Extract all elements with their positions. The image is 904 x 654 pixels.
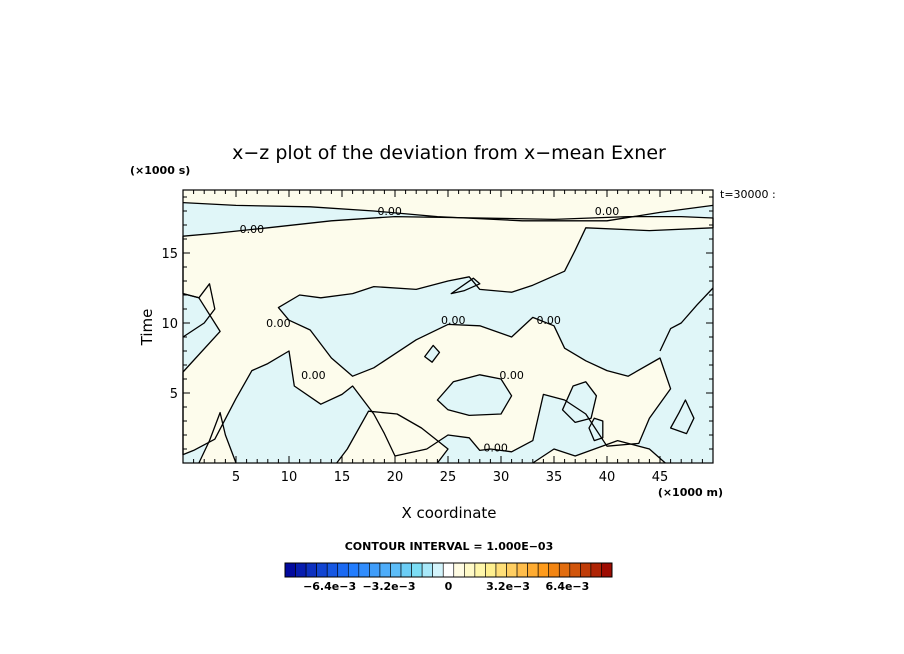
colorbar-cell (495, 562, 507, 578)
contour-lines (182, 201, 714, 464)
contour-label-7: 0.00 (499, 369, 524, 382)
colorbar-cell (569, 562, 581, 578)
contour-label-1: 0.00 (595, 205, 620, 218)
colorbar-cell (421, 562, 433, 578)
colorbar-tick-label: 3.2e−3 (486, 580, 530, 593)
contour-labels: 0.00 0.00 0.00 0.00 0.00 0.00 0.00 0.00 0.00 (240, 205, 620, 455)
y-tick-label: 15 (161, 247, 178, 262)
colorbar-cell (305, 562, 317, 578)
colorbar-cell (400, 562, 412, 578)
y-tick-label: 5 (170, 387, 178, 402)
chart-title: x−z plot of the deviation from x−mean Ex… (232, 142, 666, 164)
colorbar-cell (527, 562, 539, 578)
colorbar-tick-label: 6.4e−3 (545, 580, 589, 593)
region-neg-island-d (424, 345, 440, 363)
colorbar-cell (316, 562, 328, 578)
colorbar-cell (548, 562, 560, 578)
colorbar-cell (284, 562, 296, 578)
colorbar-cell (347, 562, 360, 578)
colorbar-tick-label: −6.4e−3 (303, 580, 356, 593)
colorbar-tick-label: −3.2e−3 (362, 580, 415, 593)
field-regions (183, 190, 713, 463)
contour-lower-mid (336, 410, 449, 464)
x-tick-label: 30 (493, 470, 510, 485)
colorbar-cell (580, 562, 592, 578)
region-upper-band (183, 190, 713, 221)
contour-island-a (436, 374, 513, 417)
colorbar-cell (558, 562, 571, 578)
region-island-bottom-right (532, 440, 666, 463)
colorbar-cell (474, 562, 486, 578)
contour-label-4: 0.00 (441, 314, 466, 327)
contour-label-6: 0.00 (301, 369, 326, 382)
colorbar-tick-label: 0 (445, 580, 453, 593)
colorbar-labels: −6.4e−3 −3.2e−3 0 3.2e−3 6.4e−3 (303, 580, 589, 593)
contour-label-3: 0.00 (266, 317, 291, 330)
x-tick-label: 25 (440, 470, 457, 485)
region-neg-island-g (451, 278, 480, 294)
contour-island-g (450, 277, 481, 295)
contour-label-2: 0.00 (240, 223, 265, 236)
plot-area: 0.00 0.00 0.00 0.00 0.00 0.00 0.00 0.00 0.00 (182, 189, 714, 464)
colorbar-cell (295, 562, 307, 578)
colorbar-cell (411, 562, 423, 578)
colorbar-cell (516, 562, 528, 578)
colorbar-cell (453, 562, 465, 578)
colorbar-cell (506, 562, 518, 578)
contour-bottom-right (532, 439, 666, 464)
colorbar-cell (442, 562, 455, 578)
colorbar-cell (358, 562, 370, 578)
y-unit-label: (×1000 s) (130, 164, 190, 177)
region-neg-island-a (437, 374, 512, 416)
contour-label-0: 0.00 (377, 205, 402, 218)
contour-top (182, 201, 714, 222)
x-tick-label: 10 (281, 470, 298, 485)
axis-ticks (183, 190, 713, 463)
x-tick-label: 5 (232, 470, 240, 485)
x-tick-label: 45 (652, 470, 669, 485)
colorbar-cell (601, 562, 613, 578)
y-tick-labels: 5 10 15 (161, 247, 178, 402)
x-tick-label: 35 (546, 470, 563, 485)
contour-interval-label: CONTOUR INTERVAL = 1.000E−03 (345, 540, 554, 553)
y-axis-label: Time (138, 309, 156, 347)
contour-island-c (588, 417, 604, 442)
contour-lower-left (198, 411, 237, 464)
x-tick-labels: 5 10 15 20 25 30 35 40 45 (232, 470, 668, 485)
contour-right-edge (659, 287, 714, 352)
region-neg-island-e (670, 400, 694, 434)
colorbar-cell (379, 562, 391, 578)
colorbar-cell (390, 562, 402, 578)
annotation-label: t=30000 : (720, 188, 776, 201)
contour-label-8: 0.00 (483, 442, 508, 455)
x-unit-label: (×1000 m) (658, 486, 723, 499)
contour-island-e (669, 399, 695, 435)
region-neg-island-f (693, 425, 712, 430)
colorbar-cell (369, 562, 381, 578)
contour-island-b (561, 381, 598, 424)
colorbar-cell (485, 562, 497, 578)
x-tick-label: 40 (599, 470, 616, 485)
contour-left-edge (182, 283, 216, 338)
colorbar-cell (590, 562, 602, 578)
x-tick-label: 20 (387, 470, 404, 485)
contour-island-d (424, 344, 441, 363)
colorbar-frame (284, 562, 613, 578)
contour-central (182, 215, 714, 457)
colorbar-cell (432, 562, 444, 578)
x-axis-label: X coordinate (401, 504, 496, 522)
colorbar-cell (537, 562, 550, 578)
colorbar-cell (326, 562, 339, 578)
region-island-lower-left (198, 412, 236, 463)
x-tick-label: 15 (334, 470, 351, 485)
colorbar-cell (464, 562, 476, 578)
contour-label-5: 0.00 (536, 314, 561, 327)
colorbar-cell (337, 562, 349, 578)
y-tick-label: 10 (161, 317, 178, 332)
colorbar (284, 562, 613, 578)
